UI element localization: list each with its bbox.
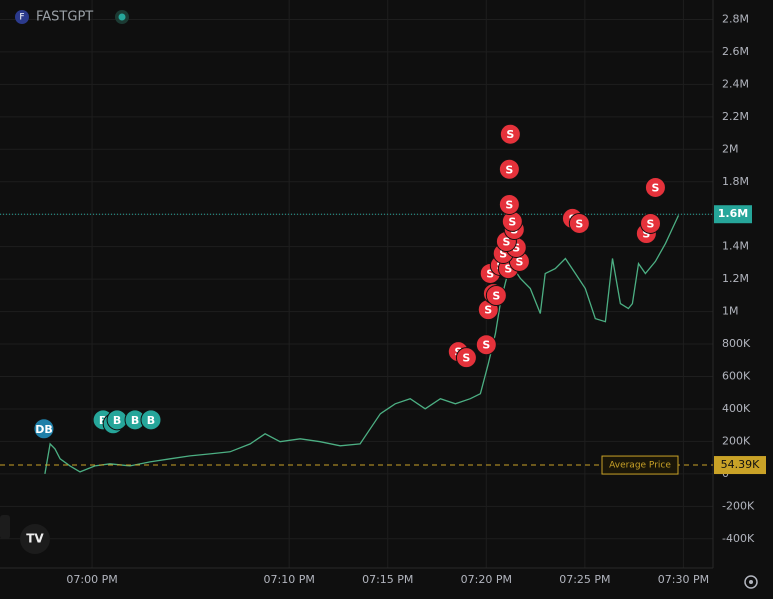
- tv-logo-text: TV: [26, 532, 44, 546]
- trade-marker-label: S: [492, 290, 500, 303]
- trade-marker-label: S: [504, 263, 512, 276]
- trade-marker-label: S: [505, 198, 513, 211]
- trade-marker-label: S: [647, 217, 655, 230]
- y-tick-label: 1.4M: [722, 240, 749, 253]
- y-tick-label: 600K: [722, 370, 751, 383]
- grid: [0, 0, 713, 568]
- trade-marker: [499, 123, 521, 145]
- x-tick-label: 07:20 PM: [461, 573, 512, 586]
- y-tick-label: 2.6M: [722, 45, 749, 58]
- y-tick-label: 2.8M: [722, 12, 749, 25]
- trade-marker: [140, 409, 162, 431]
- token-icon: [15, 10, 29, 24]
- average-price-name: Average Price: [609, 461, 671, 471]
- trade-marker: [455, 347, 477, 369]
- average-price-tag: [601, 455, 679, 475]
- last-price-label: 1.6M: [718, 207, 748, 220]
- trade-marker-label: B: [99, 414, 107, 427]
- trade-marker-label: S: [512, 241, 520, 254]
- trade-marker-label: DB: [35, 423, 53, 436]
- trade-marker-label: S: [482, 339, 490, 352]
- trade-marker-label: S: [462, 352, 470, 365]
- trade-marker-label: S: [502, 235, 510, 248]
- y-tick-label: -200K: [722, 499, 755, 512]
- x-tick-label: 07:15 PM: [362, 573, 413, 586]
- x-tick-label: 07:10 PM: [264, 573, 315, 586]
- trade-marker-label: S: [505, 163, 513, 176]
- y-tick-label: 400K: [722, 402, 751, 415]
- trade-marker-label: S: [486, 267, 494, 280]
- trade-marker-label: S: [499, 247, 507, 260]
- last-price-badge: [714, 205, 752, 224]
- y-tick-label: 1.8M: [722, 175, 749, 188]
- token-icon-letter: F: [19, 13, 24, 23]
- trade-marker: [475, 334, 497, 356]
- trade-marker-label: S: [484, 304, 492, 317]
- trade-marker: [640, 212, 662, 234]
- trade-marker: [644, 176, 666, 198]
- y-tick-label: -400K: [722, 532, 755, 545]
- trade-marker: [498, 193, 520, 215]
- y-tick-label: 1M: [722, 305, 739, 318]
- trade-marker: [498, 158, 520, 180]
- side-toggle[interactable]: [0, 515, 10, 539]
- trade-marker-label: S: [515, 255, 523, 268]
- trade-marker: [485, 285, 507, 307]
- settings-icon[interactable]: [744, 575, 758, 589]
- y-tick-label: 2M: [722, 142, 739, 155]
- trade-marker: [33, 418, 55, 440]
- price-line: [44, 215, 680, 475]
- trade-marker-label: S: [575, 217, 583, 230]
- trade-marker-label: B: [147, 414, 155, 427]
- status-dot: [118, 13, 126, 21]
- trade-marker-label: B: [113, 414, 121, 427]
- trade-marker-label: S: [651, 181, 659, 194]
- tv-logo[interactable]: [20, 524, 50, 554]
- average-price-label: 54.39K: [721, 458, 760, 471]
- settings-icon: [749, 580, 753, 584]
- average-price-badge: [714, 456, 766, 475]
- y-tick-label: 1.2M: [722, 272, 749, 285]
- x-tick-label: 07:00 PM: [66, 573, 117, 586]
- y-tick-label: 2.2M: [722, 110, 749, 123]
- trade-marker-label: S: [508, 215, 516, 228]
- y-tick-label: 2.4M: [722, 77, 749, 90]
- y-tick-label: 200K: [722, 434, 751, 447]
- trade-marker-label: S: [642, 228, 650, 241]
- x-tick-label: 07:30 PM: [658, 573, 709, 586]
- chart-title: FASTGPT: [36, 10, 93, 25]
- trade-marker-label: S: [506, 128, 514, 141]
- trade-marker: [568, 212, 590, 234]
- y-tick-label: 800K: [722, 337, 751, 350]
- trade-marker-label: B: [131, 414, 139, 427]
- x-tick-label: 07:25 PM: [559, 573, 610, 586]
